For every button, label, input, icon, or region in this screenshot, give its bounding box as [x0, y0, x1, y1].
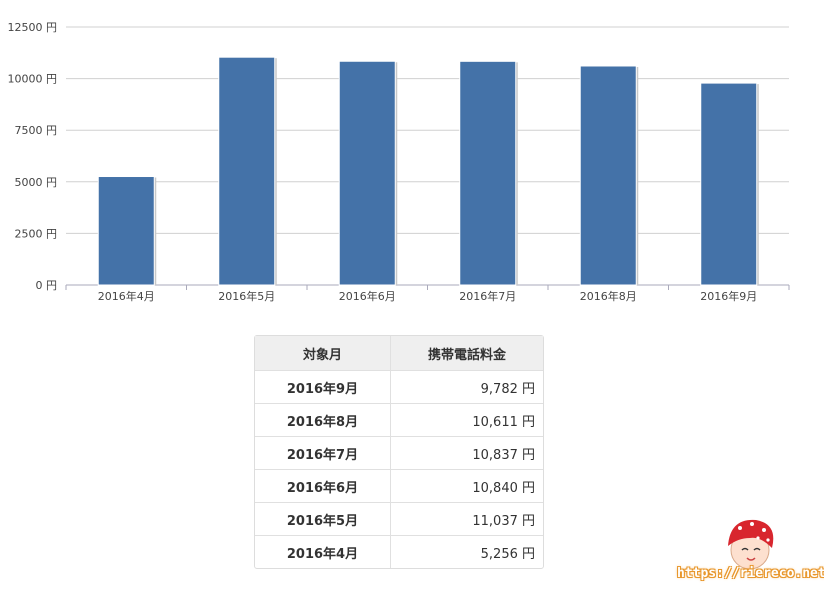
row-month: 2016年5月	[255, 503, 391, 536]
bar[interactable]	[579, 65, 637, 286]
y-tick-label: 2500 円	[15, 227, 58, 240]
x-tick-label: 2016年9月	[700, 289, 757, 303]
bar[interactable]	[700, 82, 758, 286]
row-amount: 9,782 円	[391, 371, 543, 404]
row-month: 2016年7月	[255, 437, 391, 470]
bar[interactable]	[459, 60, 517, 286]
row-month: 2016年4月	[255, 536, 391, 568]
y-tick-label: 5000 円	[15, 176, 58, 189]
x-tick-label: 2016年6月	[339, 289, 396, 303]
table-row: 2016年9月 9,782 円	[255, 371, 543, 404]
table-row: 2016年4月 5,256 円	[255, 536, 543, 568]
bar[interactable]	[218, 56, 276, 286]
row-month: 2016年9月	[255, 371, 391, 404]
table-header-row: 対象月 携帯電話料金	[255, 336, 543, 371]
cost-table: 対象月 携帯電話料金 2016年9月 9,782 円 2016年8月 10,61…	[254, 335, 544, 569]
row-amount: 11,037 円	[391, 503, 543, 536]
mascot-logo-icon	[728, 519, 774, 570]
y-tick-label: 12500 円	[8, 21, 58, 34]
bar[interactable]	[97, 176, 155, 286]
y-tick-label: 0 円	[36, 279, 58, 292]
header-month: 対象月	[255, 336, 391, 371]
row-amount: 10,837 円	[391, 437, 543, 470]
bar[interactable]	[338, 60, 396, 286]
x-tick-label: 2016年7月	[459, 289, 516, 303]
table-row: 2016年8月 10,611 円	[255, 404, 543, 437]
row-amount: 10,611 円	[391, 404, 543, 437]
x-tick-label: 2016年8月	[580, 289, 637, 303]
table-row: 2016年5月 11,037 円	[255, 503, 543, 536]
row-month: 2016年6月	[255, 470, 391, 503]
row-amount: 10,840 円	[391, 470, 543, 503]
table-row: 2016年7月 10,837 円	[255, 437, 543, 470]
bar-chart: 0 円 2500 円 5000 円 7500 円 10000 円 12500 円 2016年…	[8, 21, 790, 303]
y-tick-label: 10000 円	[8, 73, 58, 86]
watermark-text: https://riereco.net/	[677, 566, 824, 581]
y-tick-label: 7500 円	[15, 124, 58, 137]
header-amount: 携帯電話料金	[391, 336, 543, 371]
x-tick-label: 2016年5月	[218, 289, 275, 303]
row-amount: 5,256 円	[480, 546, 535, 562]
row-month: 2016年8月	[255, 404, 391, 437]
table-row: 2016年6月 10,840 円	[255, 470, 543, 503]
x-tick-label: 2016年4月	[98, 289, 155, 303]
